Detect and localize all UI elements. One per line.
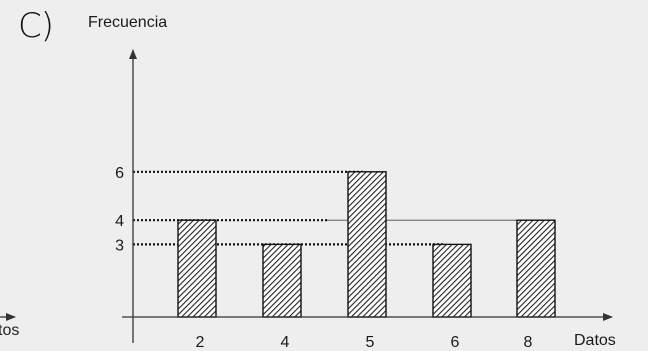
bar-2 [177,219,217,318]
x-tick-5: 5 [366,334,375,351]
previous-chart-axis-label-fragment: tos [0,322,20,339]
bar-4 [262,243,302,318]
x-axis-title: Datos [574,332,616,349]
option-label: C) [18,6,54,46]
x-tick-6: 6 [451,334,460,351]
bar-8 [516,219,556,318]
y-tick-labels: 3 4 6 [115,165,124,255]
x-tick-4: 4 [281,334,290,351]
y-axis-title: Frecuencia [88,14,167,31]
x-tick-2: 2 [196,334,205,351]
y-tick-6: 6 [115,165,124,182]
bar-6 [432,243,472,318]
y-tick-3: 3 [115,237,124,254]
x-tick-labels: 2 4 5 6 8 [196,334,533,351]
bar-5 [347,171,387,318]
x-tick-8: 8 [524,334,533,351]
y-tick-4: 4 [115,213,124,230]
